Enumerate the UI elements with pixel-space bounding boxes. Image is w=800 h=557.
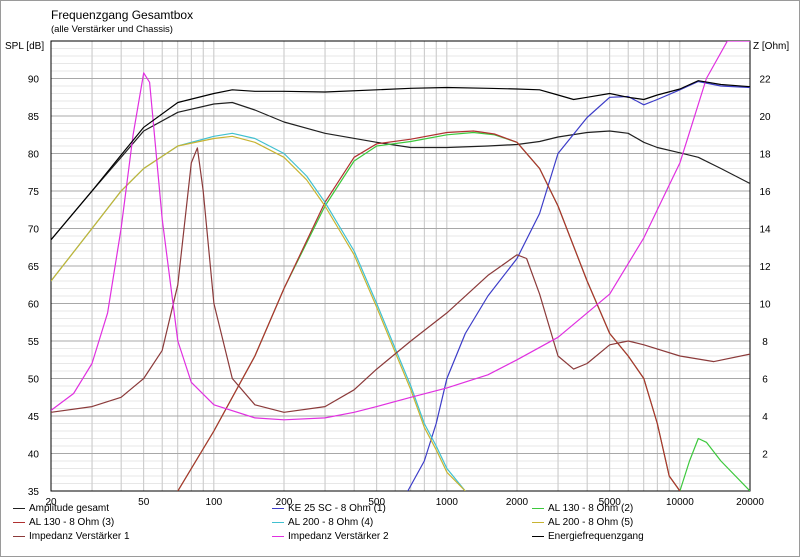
y-tick-label-left: 90 (28, 75, 40, 86)
legend-label: AL 130 - 8 Ohm (3) (29, 517, 115, 528)
legend-swatch (13, 521, 25, 523)
y-tick-label-right: 14 (759, 225, 771, 236)
legend-label: Energiefrequenzgang (548, 531, 644, 542)
legend-swatch (13, 507, 25, 509)
series-line-8 (51, 41, 750, 421)
series-line-6 (51, 135, 466, 491)
x-tick-label: 5000 (599, 497, 622, 508)
legend-label: Impedanz Verstärker 1 (29, 531, 130, 542)
legend-swatch (532, 507, 544, 509)
legend-entry: AL 200 - 8 Ohm (5) (532, 517, 633, 528)
series-line-5 (51, 132, 466, 491)
legend-entry: KE 25 SC - 8 Ohm (1) (272, 503, 386, 514)
series-line-9 (51, 80, 750, 241)
x-tick-label: 500 (368, 497, 385, 508)
y-axis-label-left: SPL [dB] (5, 41, 45, 52)
y-tick-label-left: 60 (28, 300, 40, 311)
y-tick-label-right: 8 (762, 337, 768, 348)
legend-swatch (272, 507, 284, 509)
legend-entry: Impedanz Verstärker 1 (13, 531, 130, 542)
y-tick-label-left: 75 (28, 187, 40, 198)
y-tick-label-right: 12 (759, 262, 771, 273)
legend-entry: Impedanz Verstärker 2 (272, 531, 389, 542)
x-tick-label: 50 (138, 497, 150, 508)
y-tick-label-right: 10 (759, 300, 771, 311)
y-tick-label-right: 18 (759, 150, 771, 161)
y-tick-label-left: 55 (28, 337, 40, 348)
legend-entry: AL 130 - 8 Ohm (2) (532, 503, 633, 514)
legend-label: Amplitude gesamt (29, 503, 110, 514)
y-tick-label-left: 65 (28, 262, 40, 273)
legend-label: KE 25 SC - 8 Ohm (1) (288, 503, 386, 514)
legend-entry: Energiefrequenzgang (532, 531, 644, 542)
legend-swatch (272, 521, 284, 523)
legend-entry: AL 200 - 8 Ohm (4) (272, 517, 373, 528)
y-tick-label-left: 70 (28, 225, 40, 236)
legend-swatch (13, 535, 25, 537)
x-tick-label: 20000 (736, 497, 764, 508)
series-line-3 (177, 131, 750, 491)
y-tick-label-right: 6 (762, 375, 768, 386)
x-tick-label: 10000 (666, 497, 694, 508)
series-line-4 (177, 130, 681, 491)
y-tick-label-left: 50 (28, 375, 40, 386)
x-tick-label: 1000 (436, 497, 459, 508)
y-tick-label-right: 22 (759, 75, 771, 86)
x-tick-label: 2000 (506, 497, 529, 508)
legend-label: AL 200 - 8 Ohm (4) (288, 517, 374, 528)
legend-label: AL 130 - 8 Ohm (2) (548, 503, 634, 514)
legend-swatch (532, 535, 544, 537)
series-line-2 (407, 80, 750, 491)
chart-subtitle: (alle Verstärker und Chassis) (51, 24, 173, 35)
y-tick-label-right: 4 (762, 412, 768, 423)
y-tick-label-right: 2 (762, 450, 768, 461)
y-tick-label-right: 16 (759, 187, 771, 198)
plot-border (50, 40, 751, 492)
y-tick-label-right: 20 (759, 112, 771, 123)
y-tick-label-left: 35 (28, 487, 40, 498)
legend-swatch (532, 521, 544, 523)
series-line-7 (51, 147, 750, 413)
series-line-1 (51, 101, 750, 241)
legend-swatch (272, 535, 284, 537)
y-axis-label-right: Z [Ohm] (753, 41, 790, 52)
legend-entry: Amplitude gesamt (13, 503, 109, 514)
legend-label: AL 200 - 8 Ohm (5) (548, 517, 634, 528)
x-tick-label: 20 (45, 497, 57, 508)
x-tick-label: 200 (276, 497, 293, 508)
legend-label: Impedanz Verstärker 2 (288, 531, 389, 542)
legend-entry: AL 130 - 8 Ohm (3) (13, 517, 114, 528)
chart-title: Frequenzgang Gesamtbox (51, 8, 194, 22)
x-tick-label: 100 (206, 497, 223, 508)
y-tick-label-left: 80 (28, 150, 40, 161)
y-tick-label-left: 85 (28, 112, 40, 123)
y-tick-label-left: 40 (28, 450, 40, 461)
y-tick-label-left: 45 (28, 412, 40, 423)
